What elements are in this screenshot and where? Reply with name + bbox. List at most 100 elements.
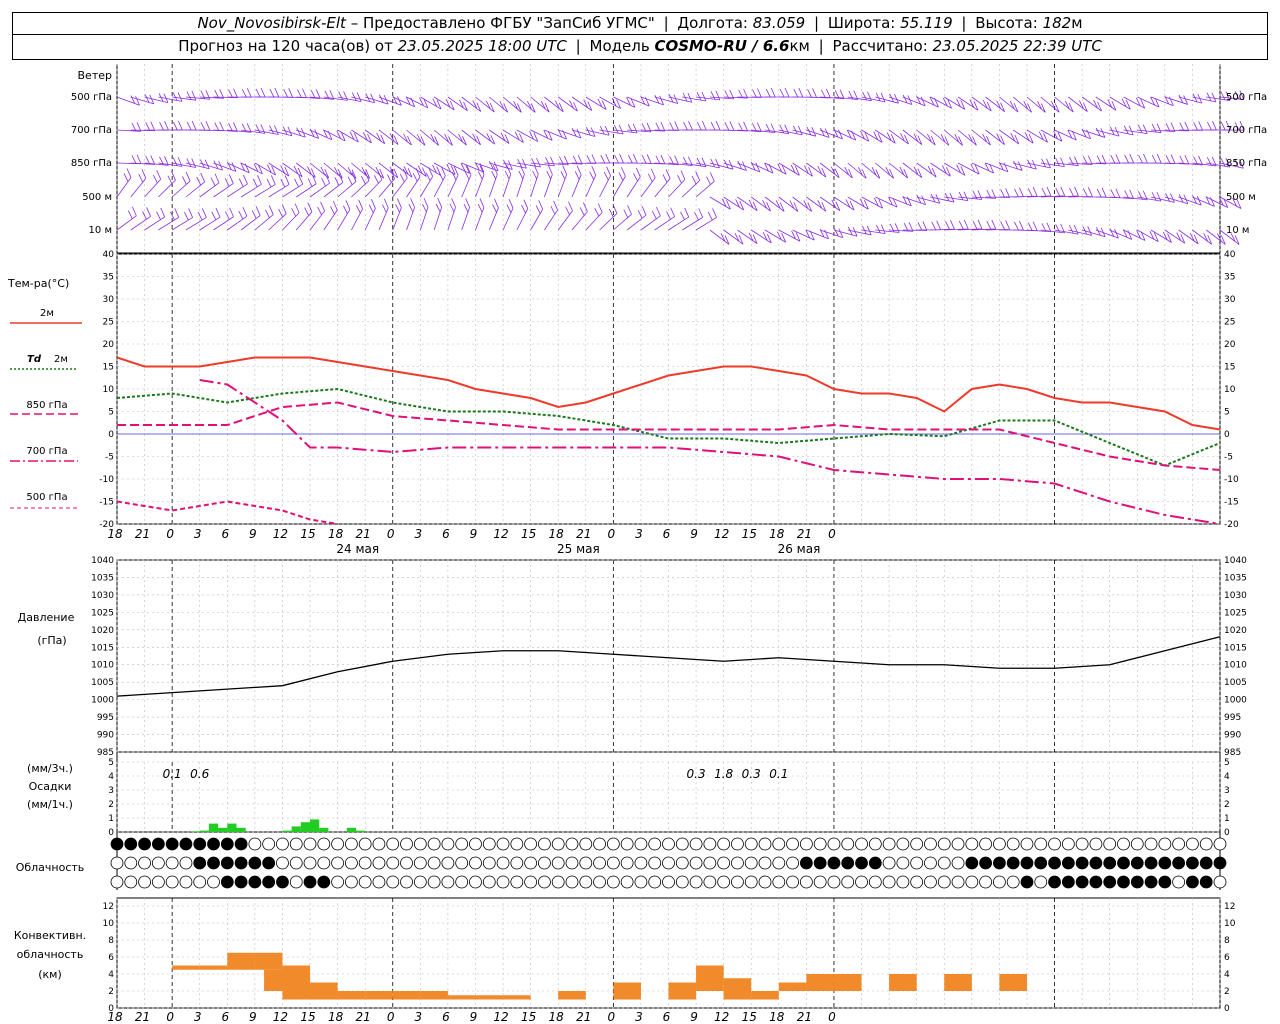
wind-barb <box>488 165 498 198</box>
time-label-top: 0 <box>828 527 836 541</box>
wind-barb <box>916 129 936 146</box>
cloud-cover-symbol <box>799 856 813 870</box>
cloud-cover-symbol <box>220 837 234 851</box>
temp-tick-right: -20 <box>1224 520 1239 530</box>
wind-barb <box>1026 158 1051 169</box>
cloud-cover-symbol <box>427 875 441 889</box>
cloud-cover-symbol <box>910 856 924 870</box>
wind-barb <box>585 96 607 110</box>
wind-barb <box>1054 129 1077 141</box>
wind-barb <box>599 96 621 109</box>
wind-barb <box>447 96 468 112</box>
wind-barb <box>433 96 455 111</box>
cloud-cover-symbol <box>868 837 882 851</box>
wind-barb <box>268 162 290 177</box>
cloud-cover-symbol <box>965 837 979 851</box>
cloud-cover-symbol <box>772 837 786 851</box>
cloud-cover-symbol <box>1034 856 1048 870</box>
cloud-cover-symbol <box>427 856 441 870</box>
cloud-cover-symbol <box>289 856 303 870</box>
wind-barb <box>999 160 1023 171</box>
pressure-line <box>116 636 1221 697</box>
time-label-bottom: 6 <box>663 1010 671 1024</box>
cloud-cover-symbol <box>179 875 193 889</box>
temp-tick-left: 30 <box>103 295 115 305</box>
cloud-cover-symbol <box>1213 837 1227 851</box>
pressure-tick-left: 1005 <box>91 678 114 688</box>
cloud-cover-symbol <box>565 875 579 889</box>
cloud-cover-symbol <box>165 837 179 851</box>
wind-barb <box>668 207 690 231</box>
convective-bar <box>889 974 917 991</box>
convective-bar <box>503 995 531 1000</box>
cloud-cover-symbol <box>1075 875 1089 889</box>
wind-barb <box>475 96 495 113</box>
wind-barb <box>268 204 287 231</box>
time-label-top: 0 <box>608 527 616 541</box>
cloud-cover-symbol <box>731 875 744 889</box>
wind-barb <box>1164 94 1189 105</box>
wind-barb <box>172 120 197 131</box>
wind-barb <box>585 166 597 198</box>
cloud-cover-symbol <box>455 875 469 889</box>
cloud-cover-symbol <box>248 837 262 851</box>
legend-t2m-label: 2м <box>40 308 54 319</box>
cloud-cover-symbol <box>234 875 248 889</box>
cloud-cover-symbol <box>1130 856 1144 870</box>
wind-barb <box>1164 121 1190 132</box>
wind-barb <box>116 95 140 106</box>
wind-barb <box>406 129 426 146</box>
cloud-cover-symbol <box>317 856 331 870</box>
forecast-prefix: Прогноз на 120 часа(ов) от <box>178 37 393 55</box>
time-label-top: 12 <box>493 527 508 541</box>
cloud-cover-symbol <box>648 875 662 889</box>
wind-barb <box>971 129 991 146</box>
wind-barb <box>944 96 966 110</box>
temp-tick-right: 5 <box>1224 408 1230 418</box>
cloud-cover-symbol <box>868 875 882 889</box>
temp-tick-left: 20 <box>103 340 115 350</box>
cloud-cover-symbol <box>1048 856 1061 870</box>
pressure-tick-right: 1010 <box>1224 661 1247 671</box>
cloud-cover-symbol <box>344 856 358 870</box>
wind-barb <box>847 129 870 142</box>
cloud-cover-symbol <box>951 875 965 889</box>
cloud-cover-symbol <box>510 837 524 851</box>
convective-bar <box>392 991 421 1000</box>
cloud-cover-symbol <box>965 875 979 889</box>
wind-barb <box>1109 229 1133 240</box>
time-label-top: 21 <box>576 527 591 541</box>
cloud-cover-symbol <box>634 856 648 870</box>
computed-time: 23.05.2025 22:39 UTC <box>932 37 1102 55</box>
time-label-bottom: 21 <box>797 1010 812 1024</box>
convective-bar <box>227 952 255 970</box>
wind-barb <box>558 154 583 165</box>
temperature-lines <box>116 356 1221 525</box>
wind-barb <box>1192 229 1213 245</box>
wind-barb <box>682 171 701 198</box>
cloud-cover-symbol <box>1048 837 1061 851</box>
time-label-top: 15 <box>742 527 757 541</box>
wind-barb <box>296 174 317 198</box>
cloud-cover-symbol <box>951 837 965 851</box>
pressure-tick-left: 1025 <box>91 608 114 618</box>
wind-barb <box>654 169 671 198</box>
wind-barb <box>1206 196 1229 208</box>
time-label-bottom: 12 <box>273 1010 288 1024</box>
wind-barb <box>640 168 656 198</box>
wind-barb <box>765 87 790 98</box>
time-label-top: 6 <box>221 527 229 541</box>
pressure-tick-right: 1020 <box>1224 626 1247 636</box>
cloud-cover-symbol <box>482 856 496 870</box>
cloud-cover-symbol <box>1089 856 1103 870</box>
cloud-cover-symbol <box>276 856 289 870</box>
time-label-bottom: 12 <box>493 1010 508 1024</box>
wind-barb <box>172 91 197 101</box>
wind-barb <box>516 165 525 198</box>
cloud-cover-symbol <box>855 856 868 870</box>
pressure-tick-right: 990 <box>1224 731 1241 741</box>
wind-barb <box>1219 159 1244 169</box>
wind-barb <box>1137 123 1162 133</box>
cloud-cover-symbol <box>124 837 138 851</box>
cloud-cover-symbol <box>1117 837 1130 851</box>
